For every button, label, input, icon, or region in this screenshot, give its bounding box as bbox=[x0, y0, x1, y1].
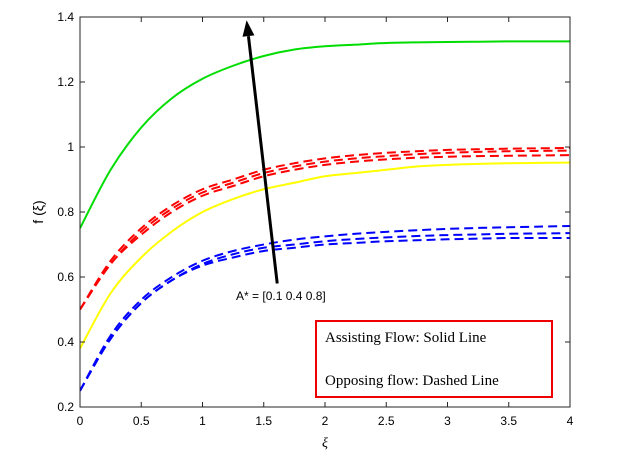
series-line-4 bbox=[80, 149, 570, 311]
y-tick-label: 1 bbox=[67, 140, 74, 154]
labels-layer: f (ξ) ξ bbox=[30, 200, 328, 451]
x-tick-label: 2.5 bbox=[378, 414, 395, 428]
series-line-7 bbox=[80, 232, 570, 392]
series-line-8 bbox=[80, 224, 570, 392]
arrow-layer bbox=[242, 20, 279, 284]
y-tick-label: 0.2 bbox=[57, 400, 74, 414]
annotation-label: A* = [0.1 0.4 0.8] bbox=[236, 289, 326, 303]
arrow-shaft bbox=[246, 35, 279, 284]
arrow-head bbox=[242, 20, 255, 37]
x-tick-label: 1.5 bbox=[255, 414, 272, 428]
legend-box: Assisting Flow: Solid Line Opposing flow… bbox=[315, 320, 553, 398]
annotation-layer: A* = [0.1 0.4 0.8] bbox=[236, 289, 326, 303]
legend-line-dashed: Opposing flow: Dashed Line bbox=[325, 373, 499, 389]
series-line-3 bbox=[80, 154, 570, 311]
y-tick-label: 0.4 bbox=[57, 335, 74, 349]
legend-frame bbox=[315, 320, 553, 398]
series-layer bbox=[80, 40, 570, 392]
x-axis-label: ξ bbox=[322, 436, 328, 451]
x-tick-label: 2 bbox=[322, 414, 329, 428]
legend-line-solid: Assisting Flow: Solid Line bbox=[325, 330, 487, 346]
y-tick-label: 0.6 bbox=[57, 270, 74, 284]
x-tick-label: 0 bbox=[77, 414, 84, 428]
x-tick-label: 3 bbox=[444, 414, 451, 428]
y-tick-label: 1.2 bbox=[57, 75, 74, 89]
y-axis-label: f (ξ) bbox=[30, 200, 46, 223]
series-line-6 bbox=[80, 236, 570, 392]
y-tick-label: 0.8 bbox=[57, 205, 74, 219]
series-line-2 bbox=[80, 161, 570, 349]
x-tick-label: 1 bbox=[199, 414, 206, 428]
y-tick-label: 1.4 bbox=[57, 10, 74, 24]
x-tick-label: 0.5 bbox=[133, 414, 150, 428]
ticks-layer: 0 0.5 1 1.5 2 2.5 3 3.5 4 0.2 0.4 0.6 0.8 1 1.2 1.4 bbox=[57, 10, 573, 428]
series-line-1 bbox=[80, 40, 570, 229]
x-tick-label: 4 bbox=[567, 414, 574, 428]
series-line-5 bbox=[80, 146, 570, 311]
x-tick-label: 3.5 bbox=[500, 414, 517, 428]
